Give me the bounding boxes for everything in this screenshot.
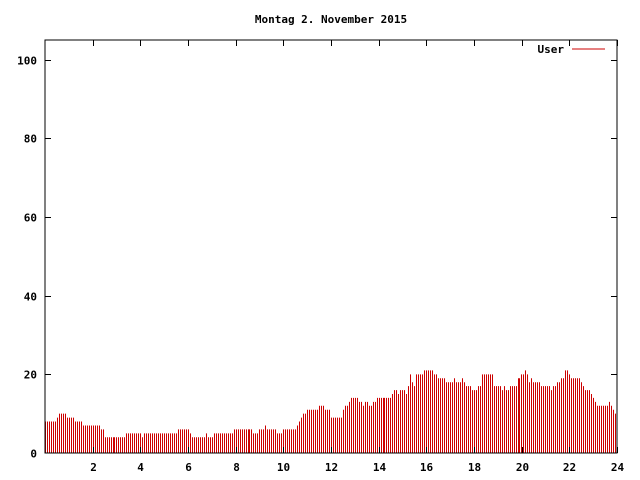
y-tick-label: 80 — [24, 133, 37, 146]
y-tick-label: 20 — [24, 369, 37, 382]
x-tick-label: 22 — [563, 461, 576, 474]
x-tick-label: 18 — [468, 461, 481, 474]
y-tick-label: 0 — [30, 448, 37, 461]
legend-label: User — [538, 43, 565, 56]
bars-layer — [45, 370, 616, 453]
x-tick-label: 6 — [185, 461, 192, 474]
x-tick-label: 20 — [516, 461, 529, 474]
x-tick-label: 10 — [277, 461, 290, 474]
x-tick-label: 24 — [611, 461, 625, 474]
y-tick-label: 40 — [24, 291, 37, 304]
x-tick-label: 8 — [233, 461, 240, 474]
x-tick-label: 4 — [137, 461, 144, 474]
x-tick-label: 12 — [325, 461, 338, 474]
chart-title: Montag 2. November 2015 — [255, 13, 407, 26]
legend: User — [538, 43, 605, 56]
x-tick-label: 16 — [420, 461, 434, 474]
y-tick-label: 60 — [24, 212, 37, 225]
x-tick-label: 2 — [90, 461, 97, 474]
y-tick-label: 100 — [17, 55, 37, 68]
x-tick-label: 14 — [373, 461, 387, 474]
